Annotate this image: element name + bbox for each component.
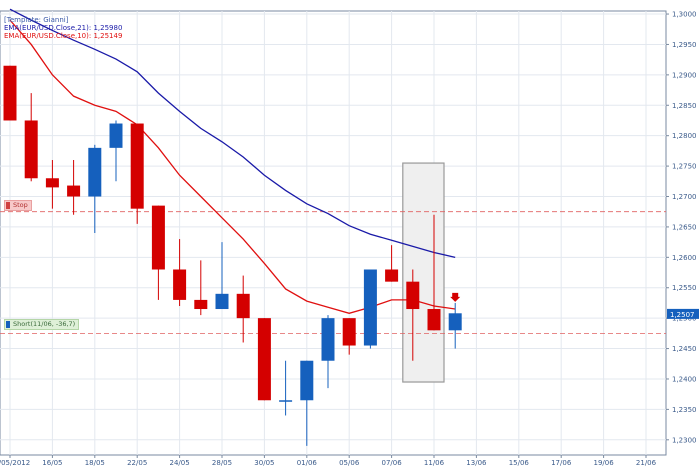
ema10-legend: EMA(EUR/USD.Close,10): 1,25149: [4, 32, 123, 40]
x-tick-label: 28/05: [212, 459, 232, 467]
y-tick-label: 1,2600: [672, 254, 697, 262]
short-tag-label: Short(11/06, -36,7): [13, 320, 76, 329]
candle-body: [109, 123, 123, 148]
x-tick-label: 05/06: [339, 459, 360, 467]
candle-body: [406, 281, 420, 310]
y-tick-label: 1,2800: [672, 132, 697, 140]
x-tick-label: 16/05: [42, 459, 62, 467]
candle-body: [279, 400, 293, 402]
candle-body: [45, 178, 59, 188]
candle-body: [215, 293, 229, 310]
y-tick-label: 1,2850: [672, 102, 697, 110]
candle-body: [67, 185, 81, 197]
candle-body: [363, 269, 377, 346]
y-tick-label: 1,2950: [672, 41, 697, 49]
x-tick-label: 24/05: [170, 459, 190, 467]
x-tick-label: 17/06: [551, 459, 572, 467]
x-tick-label: 19/06: [594, 459, 615, 467]
y-tick-label: 1,2350: [672, 406, 697, 414]
y-tick-label: 1,2450: [672, 345, 697, 353]
candle-body: [385, 269, 399, 282]
x-tick-label: 07/06: [382, 459, 403, 467]
candle-body: [130, 123, 144, 209]
stop-tag[interactable]: Stop: [4, 199, 32, 211]
y-tick-label: 1,2550: [672, 284, 697, 292]
stop-marker-icon: [6, 201, 10, 209]
y-tick-label: 1,3000: [672, 11, 697, 19]
x-tick-label: 18/05: [85, 459, 105, 467]
x-tick-label: 14/05/2012: [0, 459, 30, 467]
x-tick-label: 21/06: [636, 459, 657, 467]
short-marker-icon: [6, 321, 10, 329]
candle-body: [300, 360, 314, 401]
trade-highlight-box: [402, 162, 445, 383]
x-tick-label: 30/05: [254, 459, 274, 467]
y-tick-label: 1,2750: [672, 163, 697, 171]
template-label: [Template: Gianni]: [4, 16, 69, 24]
ema21-line: [9, 8, 456, 258]
signal-arrow-icon: [450, 292, 461, 302]
current-price-label: 1,2507: [670, 311, 695, 319]
candle-body: [194, 299, 208, 310]
current-price-tag: [667, 308, 699, 319]
x-tick-label: 01/06: [297, 459, 318, 467]
y-tick-label: 1,2900: [672, 71, 697, 79]
x-tick-label: 11/06: [424, 459, 445, 467]
stop-tag-label: Stop: [13, 200, 28, 209]
y-tick-label: 1,2400: [672, 375, 697, 383]
candle-body: [88, 147, 102, 197]
x-tick-label: 13/06: [466, 459, 487, 467]
candle-body: [448, 313, 462, 331]
candle-body: [24, 120, 38, 179]
y-tick-label: 1,2700: [672, 193, 697, 201]
candle-body: [151, 205, 165, 270]
x-tick-label: 22/05: [127, 459, 147, 467]
candle-body: [342, 318, 356, 346]
candle-body: [173, 269, 187, 300]
candle-body: [321, 318, 335, 361]
x-tick-label: 15/06: [509, 459, 530, 467]
ema21-legend: EMA(EUR/USD.Close,21): 1,25980: [4, 24, 123, 32]
candle-body: [257, 318, 271, 401]
candle-body: [236, 293, 250, 319]
y-tick-label: 1,2300: [672, 436, 697, 444]
short-position-tag[interactable]: Short(11/06, -36,7): [4, 319, 80, 331]
y-tick-label: 1,2650: [672, 223, 697, 231]
candle-body: [3, 65, 17, 121]
candle-body: [427, 309, 441, 331]
plot-frame: [0, 10, 667, 456]
ema10-line: [9, 19, 456, 314]
